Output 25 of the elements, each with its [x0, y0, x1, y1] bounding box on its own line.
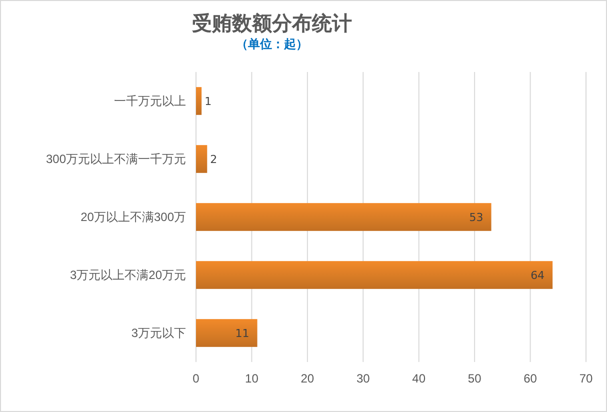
bar: [196, 319, 258, 347]
y-tick-label: 20万以上不满300万: [80, 210, 186, 224]
x-tick-label: 40: [412, 372, 426, 386]
data-label: 53: [469, 211, 484, 224]
y-tick-label: 3万元以上不满20万元: [70, 268, 186, 282]
data-label: 11: [235, 327, 250, 340]
x-tick-label: 20: [300, 372, 314, 386]
data-label: 2: [210, 153, 218, 166]
bar: [196, 87, 202, 115]
y-tick-label: 300万元以上不满一千万元: [46, 152, 186, 166]
chart-subtitle: （单位：起）: [236, 37, 308, 51]
data-label: 1: [204, 95, 212, 108]
y-tick-label: 一千万元以上: [114, 94, 186, 108]
y-tick-label: 3万元以下: [131, 326, 186, 340]
x-tick-label: 30: [356, 372, 370, 386]
x-tick-label: 70: [579, 372, 593, 386]
data-label: 64: [530, 269, 545, 282]
x-tick-label: 10: [245, 372, 259, 386]
bar: [196, 261, 553, 289]
x-tick-label: 60: [524, 372, 538, 386]
bar: [196, 203, 492, 231]
x-tick-label: 0: [192, 372, 200, 386]
x-tick-label: 50: [468, 372, 482, 386]
bar: [196, 145, 208, 173]
chart-title: 受贿数额分布统计: [192, 11, 352, 35]
